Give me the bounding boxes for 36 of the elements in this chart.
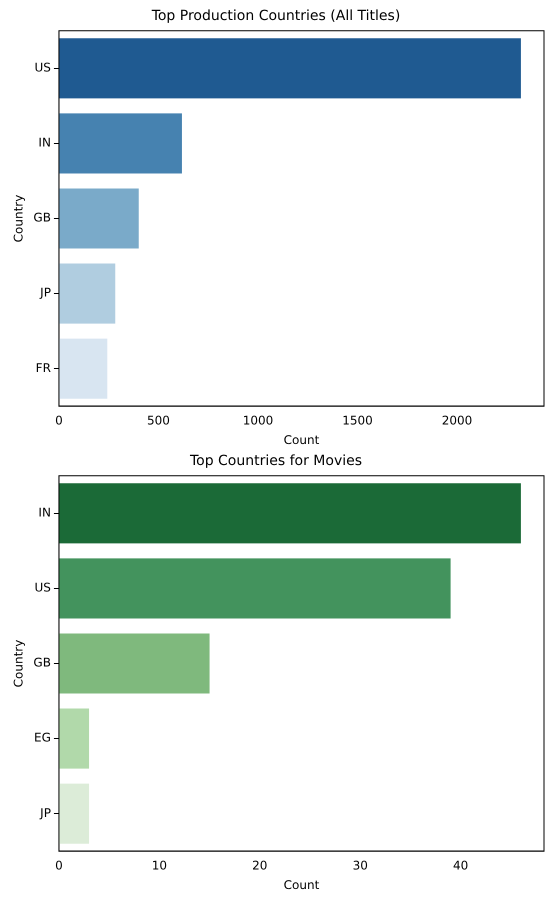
x-tick-label: 1500 — [342, 414, 373, 428]
x-axis-title: Count — [284, 432, 320, 447]
x-tick-label: 2000 — [442, 414, 472, 428]
bar — [58, 633, 210, 694]
bar — [58, 338, 108, 399]
chart-title: Top Production Countries (All Titles) — [150, 8, 400, 24]
y-tick-label: US — [34, 580, 51, 595]
x-tick-label: 40 — [453, 858, 468, 873]
x-tick-label: 0 — [55, 414, 63, 428]
y-tick-label: EG — [34, 730, 51, 745]
y-tick-label: JP — [39, 286, 51, 300]
bar — [58, 708, 90, 769]
y-tick-label: FR — [36, 360, 51, 375]
y-tick-label: IN — [38, 136, 51, 150]
bar — [58, 784, 90, 844]
x-tick-label: 500 — [147, 414, 170, 428]
y-axis-title: Country — [11, 194, 26, 242]
bar — [58, 558, 451, 618]
x-tick-label: 0 — [55, 858, 63, 873]
y-tick-label: US — [34, 60, 51, 74]
y-tick-label: JP — [39, 806, 51, 820]
x-tick-label: 10 — [152, 858, 167, 873]
bar — [58, 264, 116, 324]
bar — [58, 188, 139, 249]
x-tick-label: 30 — [352, 858, 368, 873]
bar — [58, 483, 521, 544]
bar — [58, 38, 521, 98]
y-tick-label: GB — [33, 656, 51, 670]
x-tick-label: 1000 — [242, 414, 274, 428]
y-axis-title: Country — [11, 640, 26, 688]
y-tick-label: IN — [38, 505, 51, 520]
chart-title: Top Countries for Movies — [188, 453, 362, 470]
bar — [58, 113, 182, 174]
y-tick-label: GB — [33, 210, 51, 225]
x-tick-label: 20 — [252, 858, 268, 873]
x-axis-title: Count — [284, 878, 320, 892]
